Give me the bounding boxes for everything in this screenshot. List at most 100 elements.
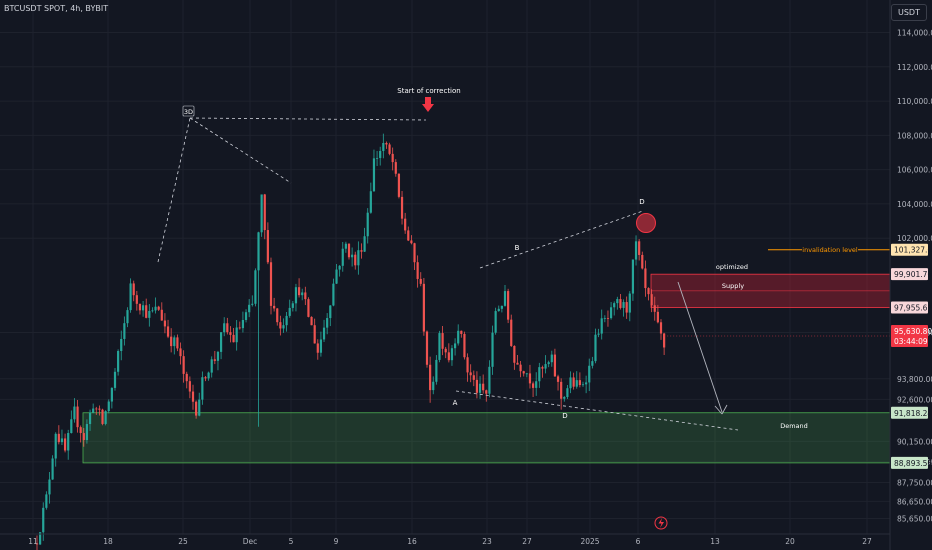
- candle-body: [67, 433, 70, 451]
- candle-body: [260, 194, 263, 233]
- candle-body: [351, 254, 354, 258]
- candle-body: [516, 362, 519, 365]
- candle-body: [510, 319, 513, 346]
- candle-body: [304, 292, 307, 300]
- candle-body: [82, 433, 85, 441]
- price-tick-label: 104,000.00: [897, 200, 932, 209]
- candle-body: [207, 372, 210, 379]
- candle-body: [241, 319, 245, 329]
- supply-top-price-tag: 99,901.76: [894, 270, 932, 279]
- candle-body: [625, 302, 628, 313]
- candle-body: [101, 409, 104, 424]
- candlesticks: [35, 133, 666, 550]
- candle-body: [622, 302, 625, 308]
- supply-bottom-price-tag: 97,955.67: [894, 304, 932, 313]
- candle-body: [354, 254, 357, 266]
- lightning-icon[interactable]: [654, 516, 668, 530]
- candle-body: [347, 243, 351, 258]
- candle-body: [597, 333, 600, 335]
- candle-body: [173, 337, 176, 347]
- candle-body: [463, 333, 466, 358]
- candle-body: [438, 333, 441, 360]
- candle-body: [441, 333, 444, 349]
- candle-body: [226, 323, 229, 333]
- candle-body: [138, 303, 142, 311]
- candle-body: [397, 173, 401, 197]
- start-of-correction-label: Start of correction: [397, 87, 460, 95]
- candle-body: [382, 143, 385, 151]
- candle-body: [535, 381, 538, 388]
- candle-body: [219, 332, 223, 352]
- candle-body: [307, 299, 310, 317]
- candle-body: [407, 230, 410, 241]
- candle-body: [229, 332, 232, 335]
- symbol-title: BTCUSDT SPOT, 4h, BYBIT: [4, 4, 109, 13]
- candle-body: [482, 383, 485, 391]
- candle-body: [195, 401, 198, 416]
- demand-label: Demand: [780, 422, 808, 430]
- price-tick-label: 110,000.00: [897, 97, 932, 106]
- candle-body: [603, 318, 606, 319]
- candle-body: [107, 401, 110, 412]
- time-tick-label: Dec: [243, 537, 258, 546]
- candle-body: [372, 158, 376, 192]
- candle-body: [531, 383, 535, 388]
- candle-body: [163, 320, 167, 327]
- candle-body: [391, 153, 394, 163]
- candle-body: [166, 326, 170, 337]
- candle-body: [51, 458, 54, 480]
- candle-body: [663, 333, 666, 348]
- candle-body: [416, 262, 419, 279]
- price-tick-label: 102,000.00: [897, 234, 932, 243]
- price-tick-label: 93,800.00: [897, 375, 932, 384]
- candle-body: [157, 306, 160, 310]
- price-tick-label: 85,650.00: [897, 515, 932, 524]
- candle-body: [269, 262, 273, 306]
- candle-body: [120, 338, 123, 351]
- wave-label-b: B: [515, 244, 520, 252]
- candle-body: [223, 323, 226, 333]
- candle-body: [104, 411, 107, 424]
- time-tick-label: 18: [103, 537, 113, 546]
- demand-top-price-tag: 91,818.24: [894, 409, 932, 418]
- projection-arrow: [677, 281, 723, 413]
- candle-body: [413, 243, 416, 263]
- candle-body: [148, 310, 151, 318]
- candle-body: [385, 143, 388, 145]
- candle-body: [613, 303, 616, 308]
- label-3d-box: [182, 105, 195, 117]
- wave-label-d-low: D: [562, 412, 567, 420]
- countdown-tag-bg: [891, 335, 928, 347]
- time-tick-label: 27: [862, 537, 872, 546]
- time-tick-label: 6: [636, 537, 641, 546]
- candle-body: [594, 334, 597, 362]
- currency-button[interactable]: USDT: [891, 4, 927, 21]
- last-price-tag-bg: [891, 325, 928, 337]
- candle-body: [151, 310, 154, 312]
- demand-top-price-tag-bg: [891, 406, 928, 419]
- candle-body: [425, 331, 429, 365]
- candle-body: [500, 305, 503, 309]
- candle-body: [301, 292, 304, 296]
- time-tick-label: 27: [522, 537, 532, 546]
- candle-body: [641, 254, 644, 269]
- candle-body: [419, 278, 422, 284]
- candle-body: [201, 377, 204, 400]
- price-tick-label: 106,000.00: [897, 166, 932, 175]
- demand-bottom-price-tag: 88,893.56: [894, 459, 932, 468]
- invalidation-label-bg: [802, 243, 858, 255]
- price-tick-label: 92,600.00: [897, 395, 932, 404]
- correction-label-box: [398, 84, 460, 96]
- candle-body: [238, 327, 241, 329]
- candle-body: [182, 356, 185, 374]
- time-tick-label: 25: [178, 537, 188, 546]
- candle-body: [519, 364, 522, 372]
- demand-zone[interactable]: [82, 412, 891, 464]
- candle-body: [450, 348, 454, 361]
- candle-body: [110, 387, 113, 402]
- candle-body: [126, 310, 129, 324]
- candle-body: [141, 305, 145, 311]
- candle-body: [45, 494, 48, 508]
- candle-body: [213, 359, 216, 361]
